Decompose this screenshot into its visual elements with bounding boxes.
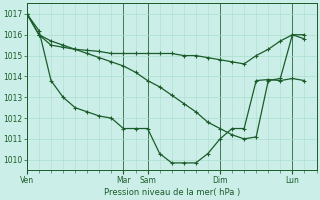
X-axis label: Pression niveau de la mer( hPa ): Pression niveau de la mer( hPa ): [104, 188, 240, 197]
